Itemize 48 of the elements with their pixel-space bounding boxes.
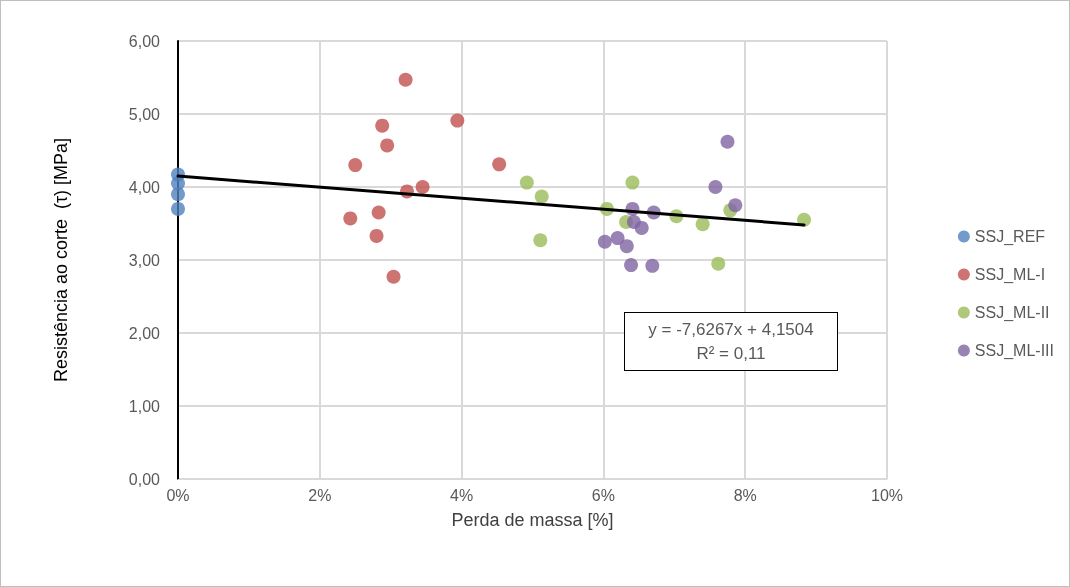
point bbox=[634, 220, 649, 235]
point bbox=[728, 198, 743, 213]
point bbox=[492, 157, 507, 172]
x-tick-label: 2% bbox=[308, 486, 332, 504]
point bbox=[695, 217, 710, 232]
point bbox=[380, 138, 395, 153]
point bbox=[708, 180, 723, 194]
annotation: y = -7,6267x + 4,1504 R² = 0,11 bbox=[624, 312, 838, 371]
point bbox=[375, 118, 390, 133]
point bbox=[597, 234, 612, 249]
point bbox=[519, 175, 534, 190]
x-tick-label: 6% bbox=[591, 486, 615, 504]
y-tick-label: 5,00 bbox=[128, 105, 161, 123]
y-axis-title: Resistência ao corte (τ) [MPa] bbox=[51, 137, 71, 383]
point bbox=[711, 256, 726, 271]
x-tick-label: 4% bbox=[450, 486, 474, 504]
point bbox=[371, 205, 386, 220]
point bbox=[625, 175, 640, 190]
y-tick-label: 1,00 bbox=[128, 397, 161, 415]
x-tick-label: 8% bbox=[733, 486, 757, 504]
legend-label: SSJ_ML-II bbox=[974, 304, 1050, 322]
point bbox=[171, 187, 185, 202]
point bbox=[171, 201, 185, 216]
y-tick-label: 0,00 bbox=[128, 470, 161, 488]
point bbox=[369, 228, 384, 243]
point bbox=[534, 189, 549, 204]
point bbox=[348, 158, 363, 173]
y-tick-label: 6,00 bbox=[128, 32, 161, 50]
point bbox=[533, 233, 548, 248]
y-tick-label: 3,00 bbox=[128, 251, 161, 269]
point bbox=[645, 258, 660, 273]
x-tick-label: 10% bbox=[870, 486, 904, 504]
point bbox=[343, 211, 358, 226]
point bbox=[720, 134, 735, 149]
y-tick-label: 4,00 bbox=[128, 178, 161, 196]
legend-label: SSJ_ML-I bbox=[974, 266, 1046, 284]
point bbox=[619, 239, 634, 254]
legend-label: SSJ_REF bbox=[974, 228, 1046, 246]
point bbox=[386, 269, 401, 284]
point bbox=[624, 258, 639, 273]
point bbox=[398, 72, 413, 87]
y-tick-label: 2,00 bbox=[128, 324, 161, 342]
legend-label: SSJ_ML-III bbox=[974, 342, 1055, 360]
point bbox=[450, 113, 465, 128]
point bbox=[415, 180, 430, 194]
x-tick-label: 0% bbox=[166, 486, 190, 504]
x-axis-title: Perda de massa [%] bbox=[451, 510, 614, 530]
point bbox=[610, 231, 625, 246]
